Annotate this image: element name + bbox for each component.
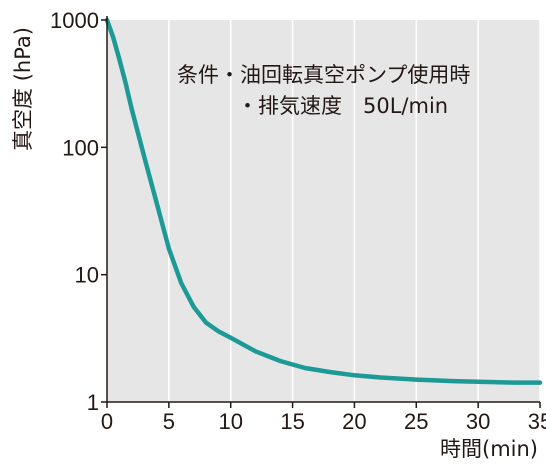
x-tick-label: 10 bbox=[218, 409, 242, 434]
grid-lines bbox=[168, 20, 541, 402]
plot-background bbox=[107, 20, 540, 402]
x-tick-label: 5 bbox=[163, 409, 175, 434]
y-tick-label: 100 bbox=[62, 135, 99, 160]
x-tick-label: 15 bbox=[280, 409, 304, 434]
y-tick-label: 1000 bbox=[50, 8, 99, 33]
y-tick-label: 10 bbox=[75, 263, 99, 288]
condition-note-line-1: 条件・油回転真空ポンプ使用時 bbox=[177, 63, 470, 87]
x-axis-label: 時間(min) bbox=[440, 437, 538, 461]
x-tick-label: 0 bbox=[101, 409, 113, 434]
condition-note-line-2: ・排気速度 50L/min bbox=[237, 94, 448, 118]
x-tick-label: 35 bbox=[528, 409, 546, 434]
y-tick-label: 1 bbox=[87, 390, 99, 415]
data-line bbox=[104, 17, 543, 385]
x-tick-label: 25 bbox=[404, 409, 428, 434]
y-axis-label: 真空度 (hPa) bbox=[11, 27, 35, 151]
x-tick-label: 20 bbox=[342, 409, 366, 434]
axis-ticks: 0 5 10 15 20 25 30 35 1 10 100 1000 bbox=[50, 8, 546, 434]
x-tick-label: 30 bbox=[466, 409, 490, 434]
